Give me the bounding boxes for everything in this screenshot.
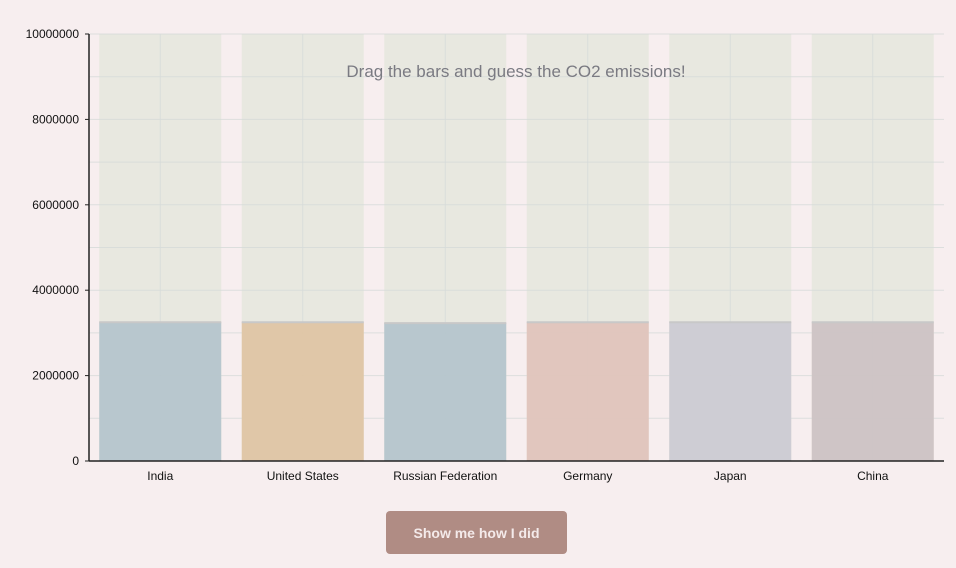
y-tick-label: 6000000 [32,198,79,212]
instruction-text: Drag the bars and guess the CO2 emission… [346,62,685,81]
bar-china[interactable] [811,322,934,461]
x-tick-label: Germany [563,469,612,483]
y-tick-label: 8000000 [32,112,79,126]
y-axis: 0 2000000 4000000 6000000 8000000 10000000 [26,27,90,468]
y-tick-label: 2000000 [32,369,79,383]
x-tick-label: United States [267,469,339,483]
y-tick-label: 4000000 [32,283,79,297]
x-tick-label: Russian Federation [393,469,497,483]
x-tick-label: China [857,469,889,483]
bar-united-states[interactable] [241,322,364,461]
bar-japan[interactable] [669,322,792,461]
y-tick-label: 0 [72,454,79,468]
bars [99,321,934,461]
co2-bar-chart: India United States Russian Federation Germ… [26,27,944,483]
x-tick-label: India [147,469,173,483]
bar-india[interactable] [99,322,222,461]
x-tick-label: Japan [714,469,747,483]
x-axis: India United States Russian Federation Germ… [89,460,944,483]
bar-germany[interactable] [526,322,649,461]
bar-russian-federation[interactable] [384,323,507,461]
y-tick-label: 10000000 [26,27,80,41]
show-results-button[interactable]: Show me how I did [386,511,567,554]
